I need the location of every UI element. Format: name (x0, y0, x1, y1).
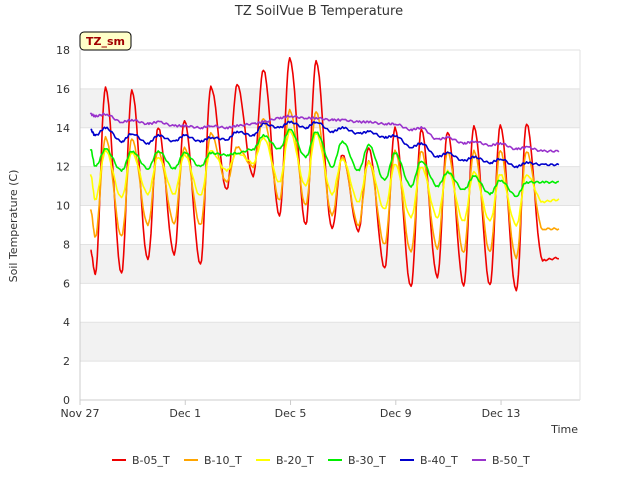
y-tick-label: 2 (63, 355, 70, 368)
legend-item-b-10-t[interactable]: B-10_T (184, 454, 242, 467)
x-tick-label: Dec 9 (380, 407, 412, 420)
grid-band (80, 244, 580, 284)
grid-band (80, 88, 580, 128)
series-line-b-30-t (89, 128, 560, 198)
series-line-b-20-t (89, 130, 560, 227)
y-tick-label: 6 (63, 277, 70, 290)
y-tick-label: 8 (63, 238, 70, 251)
y-tick-label: 4 (63, 316, 70, 329)
legend-label: B-05_T (132, 454, 170, 467)
grid-band (80, 322, 580, 362)
legend-label: B-10_T (204, 454, 242, 467)
legend: B-05_T B-10_T B-20_T B-30_T B-40_T B-50_T (112, 454, 530, 467)
legend-item-b-50-t[interactable]: B-50_T (472, 454, 530, 467)
y-tick-label: 0 (63, 394, 70, 407)
y-tick-label: 18 (56, 44, 70, 57)
badge: TZ_sm (79, 31, 132, 51)
legend-label: B-30_T (348, 454, 386, 467)
series-line-b-50-t (89, 112, 560, 153)
axes (79, 49, 581, 401)
series-line-b-05-t (90, 57, 559, 292)
x-tick-label: Dec 13 (482, 407, 521, 420)
x-axis-ticks: Nov 27 Dec 1 Dec 5 Dec 9 Dec 13 (61, 400, 521, 420)
legend-item-b-30-t[interactable]: B-30_T (328, 454, 386, 467)
series-line-b-40-t (90, 120, 560, 169)
y-axis-ticks: 0 2 4 6 8 10 12 14 16 18 (56, 44, 70, 407)
legend-label: B-50_T (492, 454, 530, 467)
x-tick-label: Dec 5 (275, 407, 307, 420)
legend-label: B-40_T (420, 454, 458, 467)
x-tick-label: Dec 1 (169, 407, 201, 420)
legend-item-b-40-t[interactable]: B-40_T (400, 454, 458, 467)
x-tick-label: Nov 27 (61, 407, 100, 420)
y-axis-label: Soil Temperature (C) (7, 170, 20, 283)
y-tick-label: 10 (56, 200, 70, 213)
legend-label: B-20_T (276, 454, 314, 467)
y-tick-label: 16 (56, 83, 70, 96)
legend-item-b-20-t[interactable]: B-20_T (256, 454, 314, 467)
y-tick-label: 14 (56, 122, 70, 135)
x-axis-label: Time (550, 423, 578, 436)
badge-text: TZ_sm (86, 35, 125, 48)
y-tick-label: 12 (56, 161, 70, 174)
series-layer (89, 57, 560, 292)
legend-item-b-05-t[interactable]: B-05_T (112, 454, 170, 467)
chart-title: TZ SoilVue B Temperature (234, 4, 403, 19)
